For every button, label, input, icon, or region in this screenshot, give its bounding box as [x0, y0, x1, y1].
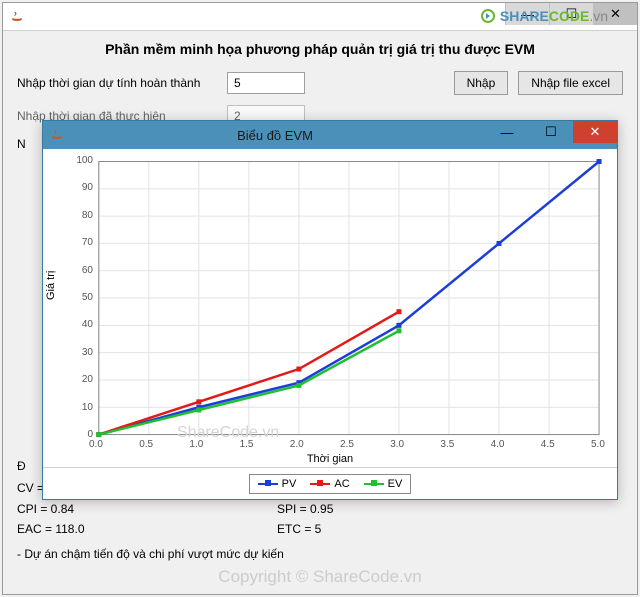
maximize-button[interactable]: ☐ — [549, 3, 593, 25]
chart-minimize-button[interactable]: — — [485, 121, 529, 143]
chart-window-controls: — ☐ ✕ — [485, 121, 617, 149]
legend-item-pv: PV — [258, 478, 297, 490]
chart-close-button[interactable]: ✕ — [573, 121, 617, 143]
close-button[interactable]: ✕ — [593, 3, 637, 25]
chart-svg — [43, 149, 617, 467]
x-axis-label: Thời gian — [307, 453, 353, 465]
nhap-button[interactable]: Nhập — [454, 71, 509, 95]
legend-item-ac: AC — [310, 478, 349, 490]
chart-title: Biểu đồ EVM — [65, 128, 485, 143]
main-titlebar: — ☐ ✕ — [3, 3, 637, 31]
legend-item-ev: EV — [364, 478, 403, 490]
spi-value: SPI = 0.95 — [277, 499, 537, 519]
minimize-button[interactable]: — — [505, 3, 549, 25]
nhap-excel-button[interactable]: Nhập file excel — [518, 71, 623, 95]
chart-maximize-button[interactable]: ☐ — [529, 121, 573, 143]
label-est-time: Nhập thời gian dự tính hoàn thành — [17, 76, 217, 90]
java-icon — [49, 127, 65, 143]
chart-titlebar[interactable]: Biểu đồ EVM — ☐ ✕ — [43, 121, 617, 149]
app-title: Phần mềm minh họa phương pháp quản trị g… — [17, 41, 623, 57]
etc-value: ETC = 5 — [277, 519, 537, 539]
row-est-time: Nhập thời gian dự tính hoàn thành Nhập N… — [17, 71, 623, 95]
java-icon — [9, 9, 25, 25]
main-window-controls: — ☐ ✕ — [505, 3, 637, 30]
chart-area: Giá trị Thời gian ShareCode.vn 0.00.51.0… — [43, 149, 617, 467]
chart-legend: PV AC EV — [43, 467, 617, 499]
status-line: - Dự án chậm tiến độ và chi phí vượt mức… — [17, 544, 623, 564]
eac-value: EAC = 118.0 — [17, 519, 277, 539]
input-est-time[interactable] — [227, 72, 305, 94]
cpi-value: CPI = 0.84 — [17, 499, 277, 519]
chart-window: Biểu đồ EVM — ☐ ✕ Giá trị Thời gian Shar… — [42, 120, 618, 500]
